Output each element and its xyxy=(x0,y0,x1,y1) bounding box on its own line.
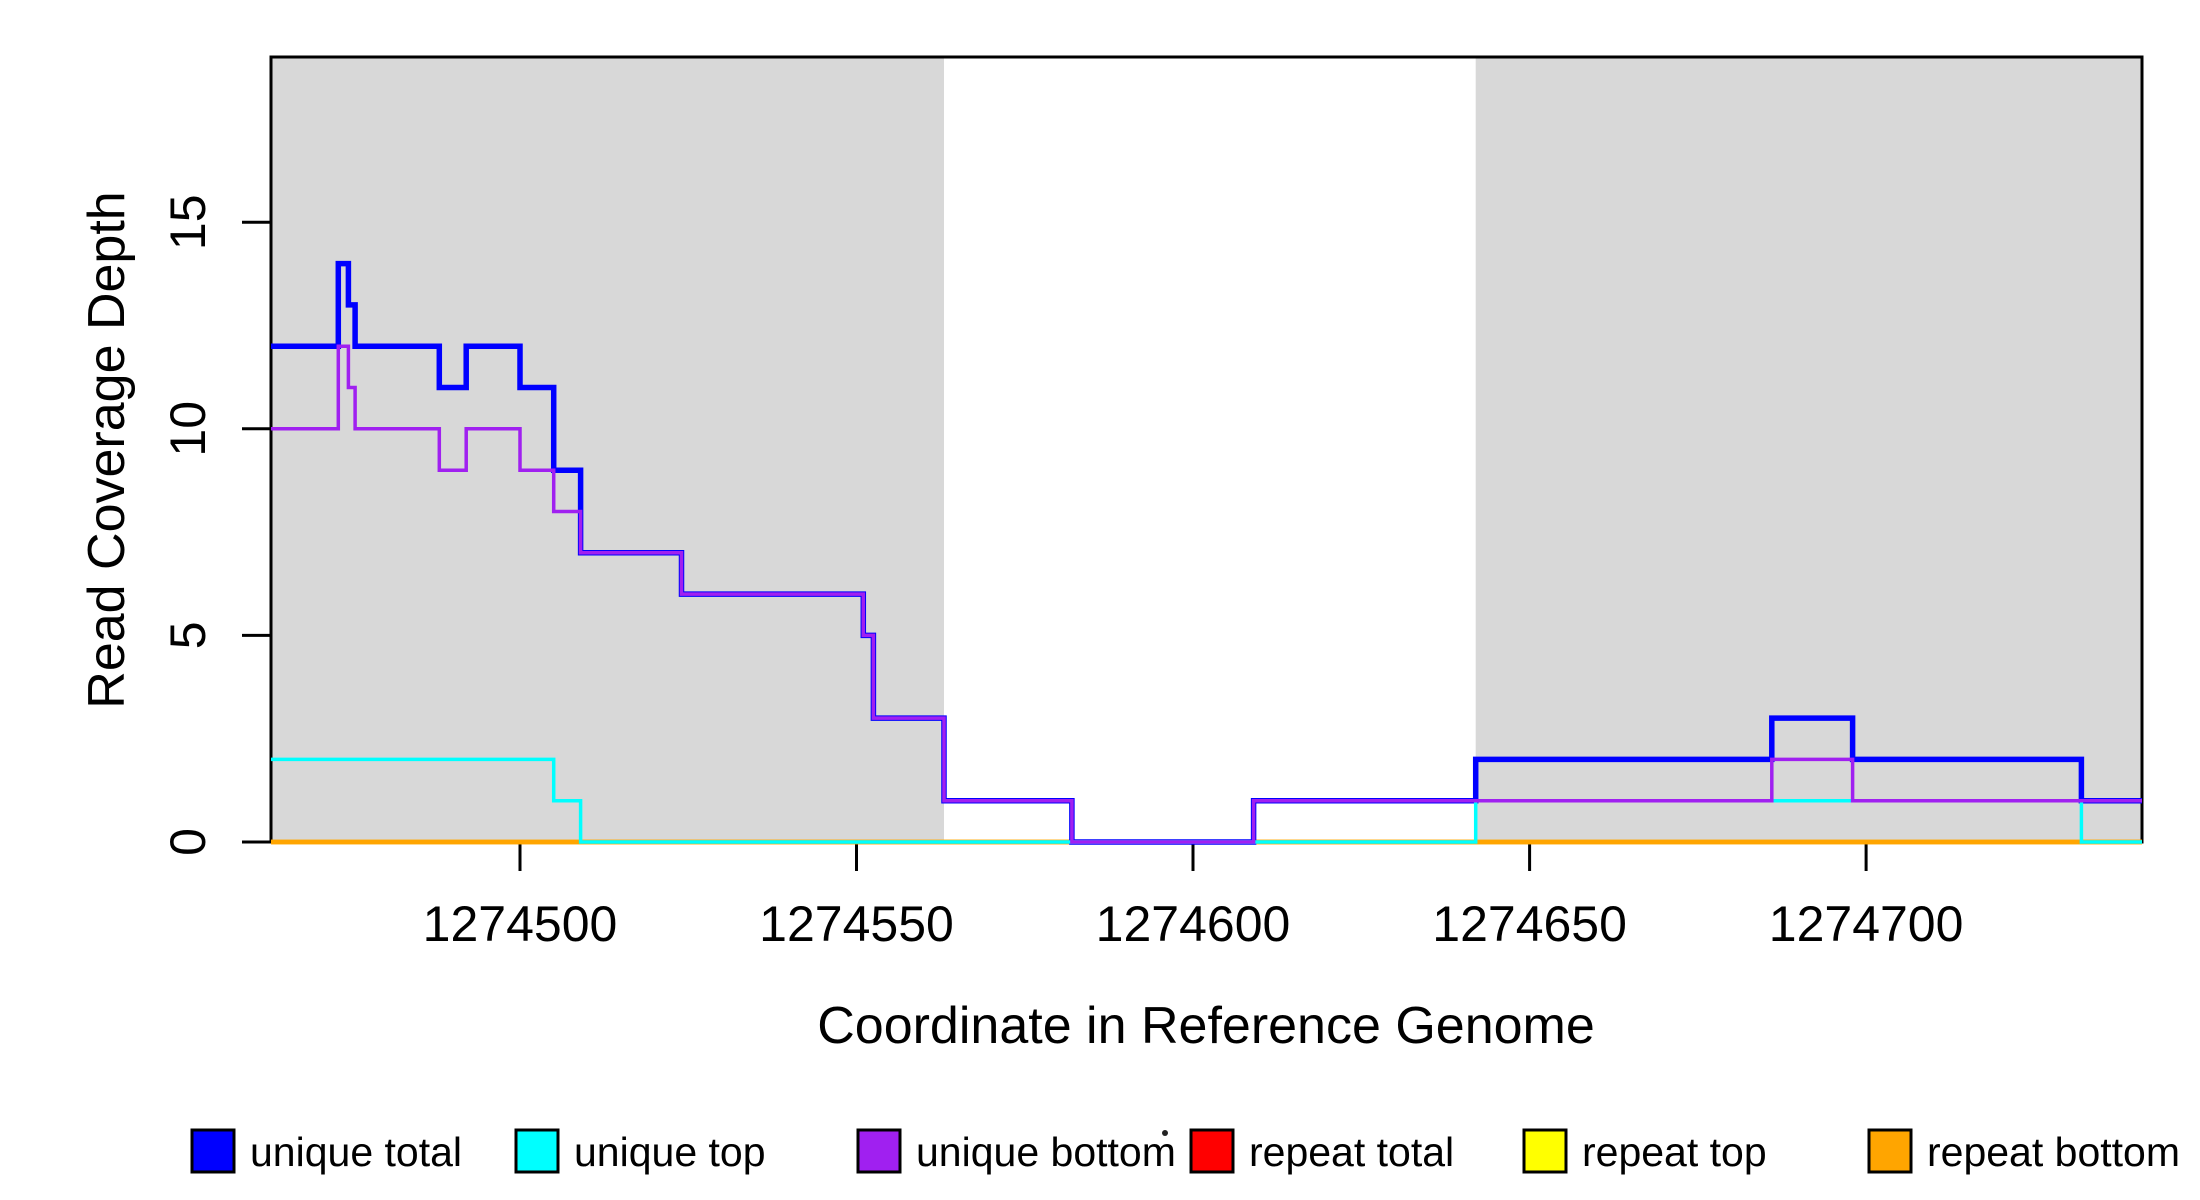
shaded-region-right xyxy=(1475,57,2142,842)
shaded-region-left xyxy=(271,57,944,842)
x-tick-label: 1274650 xyxy=(1432,896,1627,952)
legend-label-repeat-total: repeat total xyxy=(1249,1129,1454,1175)
x-tick-label: 1274600 xyxy=(1096,896,1291,952)
x-axis: 1274500 1274550 1274600 1274650 1274700 xyxy=(423,842,1964,952)
y-tick-label: 15 xyxy=(160,194,216,250)
y-tick-label: 10 xyxy=(160,401,216,457)
legend-swatch-unique-bottom xyxy=(856,1128,902,1174)
legend-swatch-repeat-bottom xyxy=(1867,1128,1913,1174)
legend-swatch-repeat-total xyxy=(1189,1128,1235,1174)
legend: unique total unique top unique bottom repea… xyxy=(190,1128,2180,1175)
legend-label-repeat-bottom: repeat bottom xyxy=(1927,1129,2180,1175)
series-lines xyxy=(271,260,2142,845)
x-axis-title: Coordinate in Reference Genome xyxy=(817,997,1595,1055)
series-line-unique-top xyxy=(271,757,2142,844)
legend-swatch-unique-top xyxy=(514,1128,560,1174)
y-axis-title: Read Coverage Depth xyxy=(78,191,136,708)
legend-swatch-unique-total xyxy=(190,1128,236,1174)
x-tick-label: 1274700 xyxy=(1769,896,1964,952)
x-tick-label: 1274500 xyxy=(423,896,618,952)
series-line-unique-bottom xyxy=(271,344,2142,844)
y-tick-label: 0 xyxy=(160,828,216,856)
x-tick-label: 1274550 xyxy=(759,896,954,952)
y-tick-label: 5 xyxy=(160,621,216,649)
shaded-regions xyxy=(271,57,2142,842)
y-axis: 0 5 10 15 xyxy=(160,194,271,856)
legend-label-unique-bottom: unique bottom xyxy=(916,1129,1176,1175)
legend-swatch-repeat-top xyxy=(1522,1128,1568,1174)
legend-artifact-dot xyxy=(1162,1130,1168,1136)
legend-label-unique-top: unique top xyxy=(574,1129,766,1175)
legend-label-repeat-top: repeat top xyxy=(1582,1129,1767,1175)
legend-label-unique-total: unique total xyxy=(250,1129,462,1175)
